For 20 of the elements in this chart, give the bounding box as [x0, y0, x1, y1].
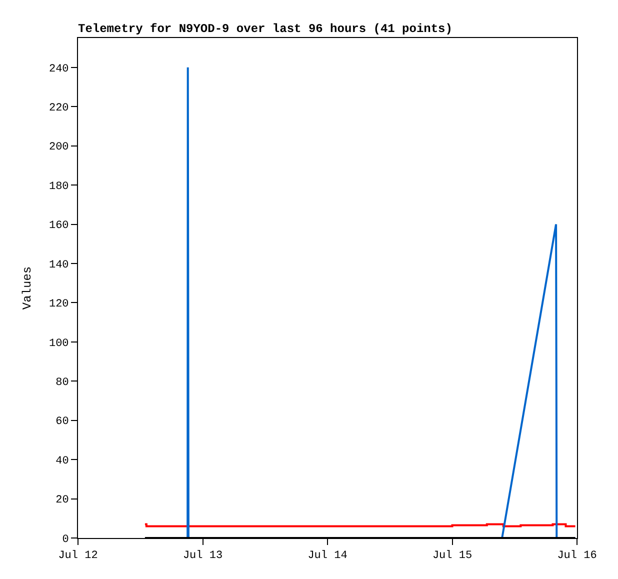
y-axis-title: Values	[20, 266, 34, 310]
x-tick-label: Jul 14	[308, 550, 348, 562]
x-tick-label: Jul 15	[432, 550, 472, 562]
y-tick-label: 240	[48, 63, 69, 76]
y-tick-label: 220	[48, 102, 69, 114]
y-tick-label: 200	[48, 142, 69, 154]
x-tick-label: Jul 13	[182, 550, 223, 562]
y-tick-label: 140	[48, 259, 69, 272]
y-tick-label: 120	[48, 298, 69, 311]
y-tick-label: 160	[48, 220, 69, 232]
y-tick-label: 20	[56, 494, 69, 507]
y-tick-label: 60	[56, 416, 69, 428]
x-tick-label: Jul 16	[557, 550, 597, 562]
y-tick-label: 80	[56, 376, 69, 389]
y-tick-label: 0	[62, 534, 69, 546]
x-tick-label: Jul 12	[58, 550, 98, 562]
y-tick-label: 100	[48, 338, 69, 350]
y-tick-label: 40	[56, 455, 69, 468]
y-tick-label: 180	[48, 180, 69, 193]
chart-title: Telemetry for N9YOD-9 over last 96 hours (41 points)	[78, 22, 452, 36]
